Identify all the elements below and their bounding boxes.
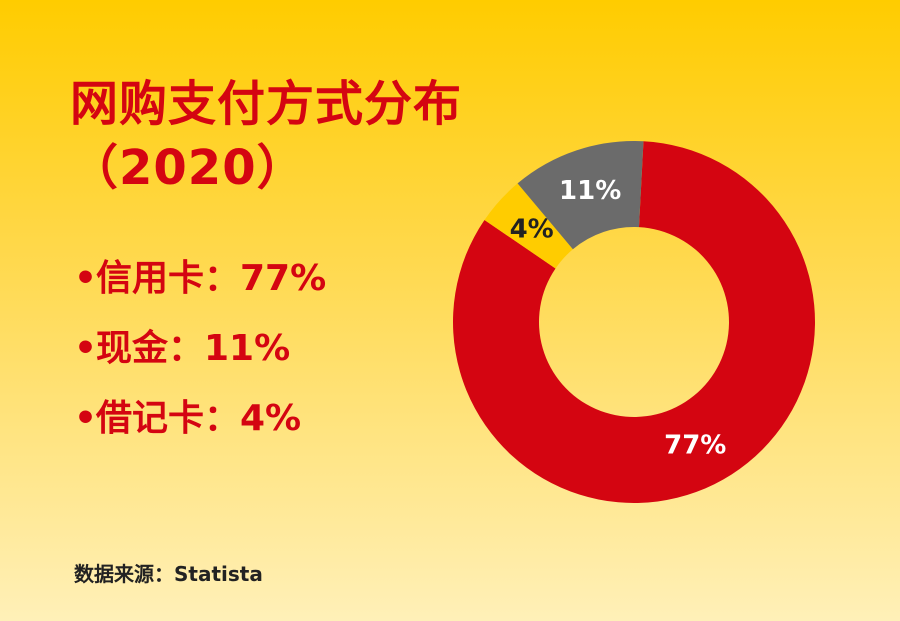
bullet-icon: • — [74, 328, 98, 369]
bullet-icon: • — [74, 398, 98, 439]
slice-credit-card — [452, 141, 815, 503]
legend-item-label: 信用卡：77% — [96, 258, 327, 299]
label-debit-card: 4% — [510, 214, 554, 244]
title-line-2: （2020） — [70, 140, 306, 196]
page-title: 网购支付方式分布 （2020） — [70, 72, 462, 200]
legend-item-debit-card: •借记卡：4% — [74, 384, 326, 454]
legend-item-label: 借记卡：4% — [96, 398, 302, 439]
source-note: 数据来源：Statista — [74, 562, 263, 586]
legend-item-cash: •现金：11% — [74, 314, 326, 384]
slice-cash — [517, 140, 644, 250]
bullet-icon: • — [74, 258, 98, 299]
slice-debit-card — [484, 183, 573, 269]
legend-item-label: 现金：11% — [96, 328, 291, 369]
title-line-1: 网购支付方式分布 — [70, 76, 463, 132]
legend-item-credit-card: •信用卡：77% — [74, 244, 326, 314]
label-credit-card: 77% — [664, 431, 726, 461]
legend-list: •信用卡：77% •现金：11% •借记卡：4% — [74, 244, 326, 454]
label-cash: 11% — [559, 176, 621, 206]
